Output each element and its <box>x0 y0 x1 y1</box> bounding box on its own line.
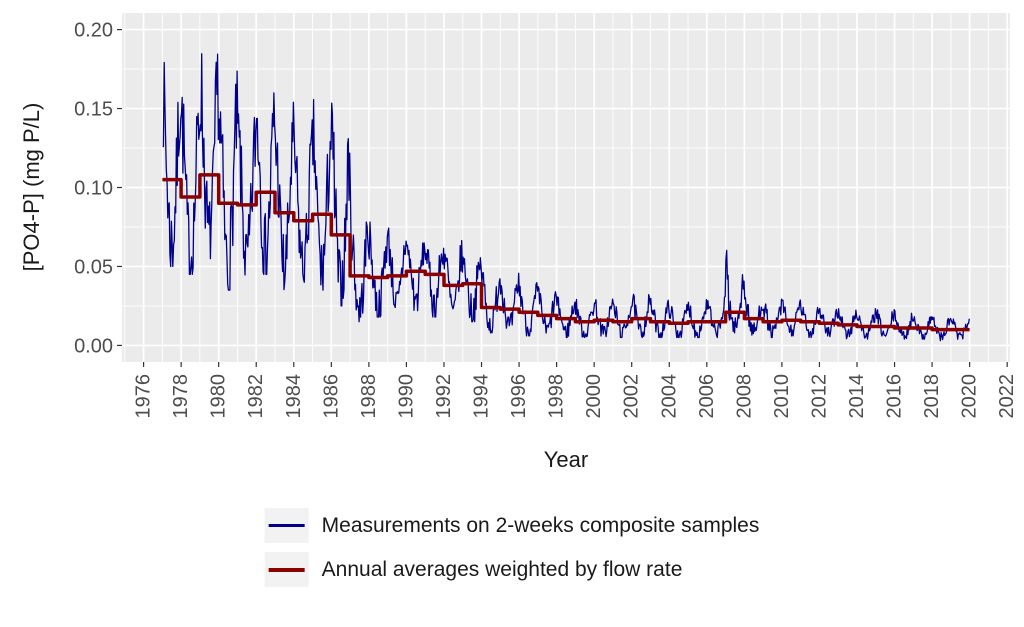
x-tick-label: 1980 <box>208 374 230 419</box>
x-tick-label: 1990 <box>395 374 417 419</box>
legend-key-measurements <box>264 508 309 543</box>
x-tick-label: 2022 <box>996 374 1018 419</box>
y-tick-labels: 0.00 0.05 0.10 0.15 0.20 <box>74 20 113 358</box>
x-tick-label: 1976 <box>133 374 155 419</box>
x-tick-label: 1996 <box>508 374 530 419</box>
x-axis-title: Year <box>543 447 589 472</box>
axis-ticks <box>117 28 1008 367</box>
x-tick-label: 2006 <box>696 374 718 419</box>
x-tick-label: 2008 <box>733 374 755 419</box>
y-tick-label: 0.15 <box>74 99 113 121</box>
x-tick-label: 1998 <box>546 374 568 419</box>
y-tick-label: 0.20 <box>74 20 113 42</box>
x-tick-label: 2020 <box>959 374 981 419</box>
x-tick-label: 1988 <box>358 374 380 419</box>
legend-label-measurements: Measurements on 2-weeks composite sample… <box>321 513 760 537</box>
annual-averages-series <box>162 173 970 332</box>
x-tick-label: 2002 <box>621 374 643 419</box>
x-tick-label: 1982 <box>245 374 267 419</box>
x-tick-label: 2016 <box>884 374 906 419</box>
x-tick-label: 1984 <box>283 374 305 419</box>
legend-label-annual-averages: Annual averages weighted by flow rate <box>321 557 683 581</box>
measurements-series <box>162 53 970 342</box>
x-tick-label: 2014 <box>846 374 868 419</box>
major-gridlines <box>122 13 1010 362</box>
x-tick-labels: 1976 1978 1980 1982 1984 1986 1988 1990 1992 1994… <box>133 374 1019 419</box>
x-tick-label: 2000 <box>583 374 605 419</box>
annual-averages-line-swatch <box>268 567 305 572</box>
x-tick-label: 1986 <box>320 374 342 419</box>
legend-item-measurements: Measurements on 2-weeks composite sample… <box>264 508 760 543</box>
chart-canvas: 1976 1978 1980 1982 1984 1986 1988 1990 1992 1994… <box>74 13 1019 419</box>
x-tick-label: 1994 <box>471 374 493 419</box>
x-tick-label: 2018 <box>921 374 943 419</box>
chart-legend: Measurements on 2-weeks composite sample… <box>264 508 760 587</box>
y-tick-label: 0.05 <box>74 256 113 278</box>
x-tick-label: 2012 <box>808 374 830 419</box>
x-tick-label: 1978 <box>170 374 192 419</box>
measurements-line-swatch <box>268 524 305 527</box>
x-tick-label: 2004 <box>658 374 680 419</box>
y-tick-label: 0.00 <box>74 335 113 357</box>
x-tick-label: 1992 <box>433 374 455 419</box>
x-tick-label: 2010 <box>771 374 793 419</box>
legend-key-annual-averages <box>264 552 309 587</box>
legend-item-annual-averages: Annual averages weighted by flow rate <box>264 552 760 587</box>
y-axis-title: [PO4-P] (mg P/L) <box>19 102 44 272</box>
y-tick-label: 0.10 <box>74 178 113 200</box>
